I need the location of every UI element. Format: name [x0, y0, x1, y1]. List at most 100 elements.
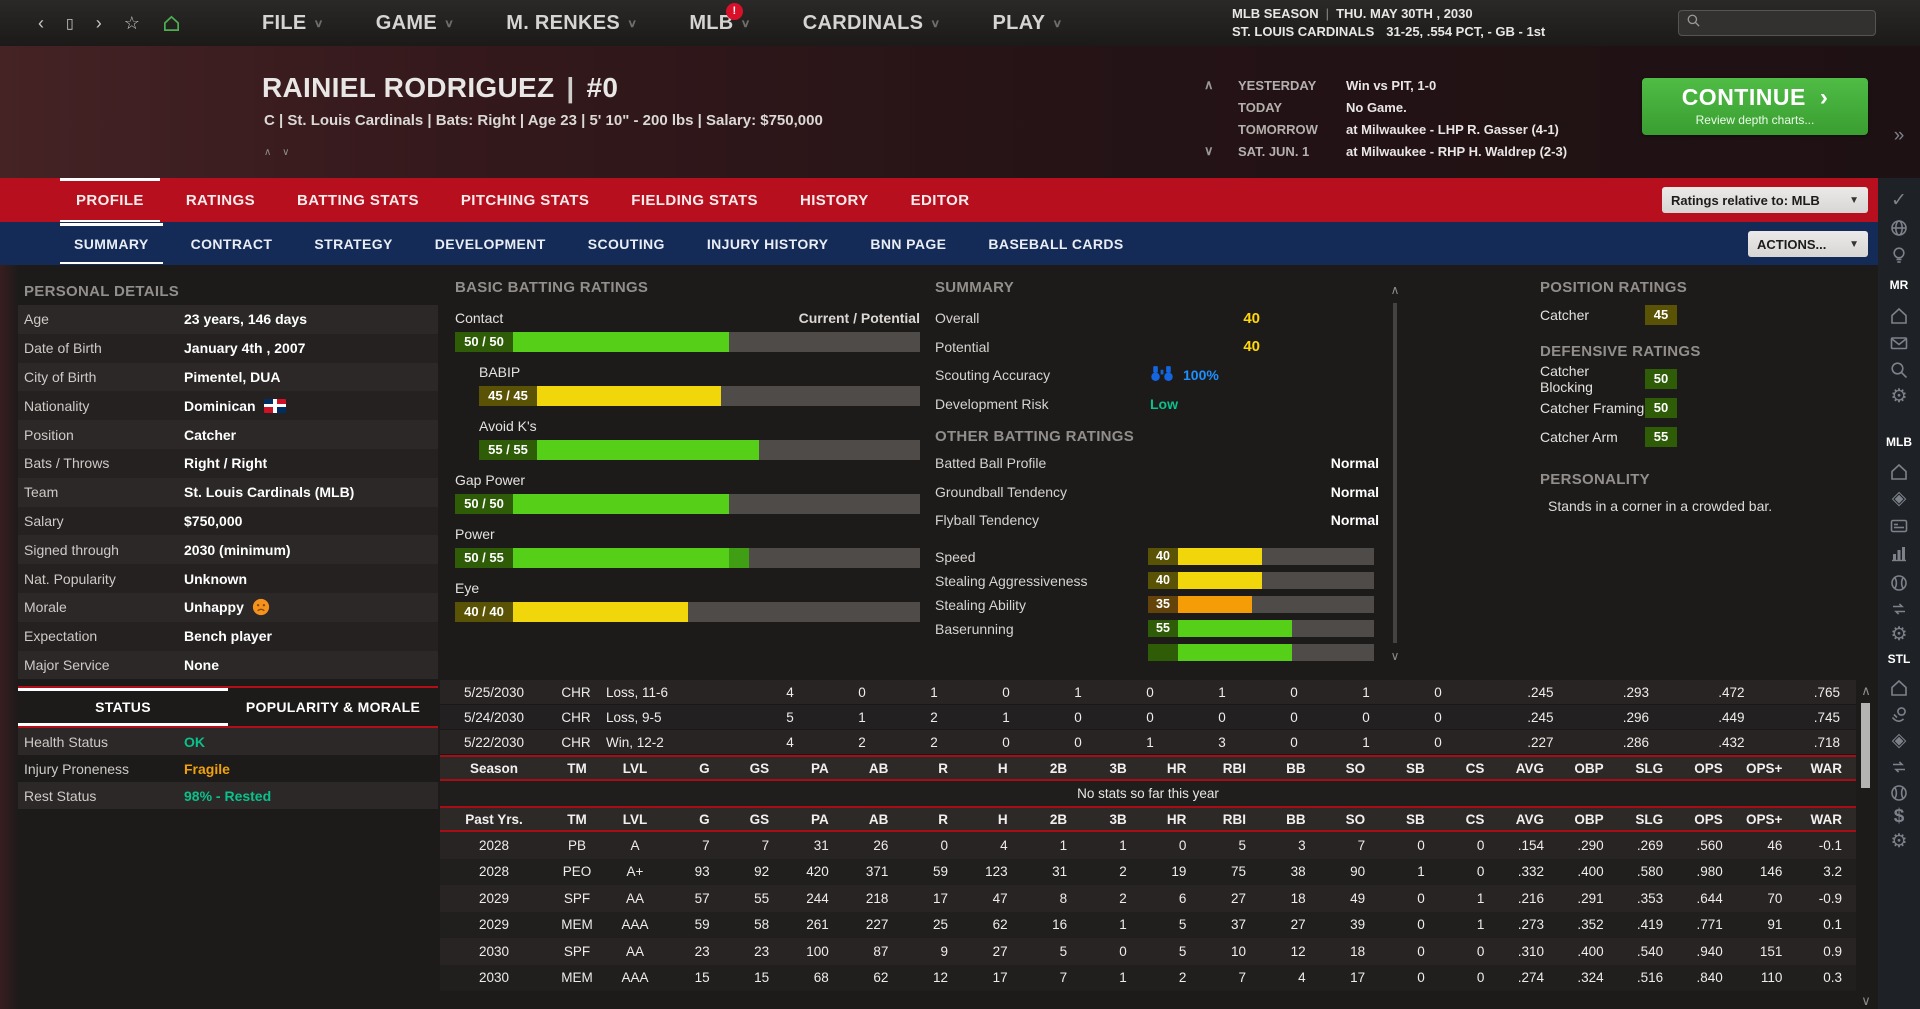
- stat-cell: 0: [1417, 943, 1425, 959]
- column-header: AB: [868, 760, 889, 776]
- subtab-injury-history[interactable]: INJURY HISTORY: [706, 236, 829, 252]
- chevron-down-icon: ∨: [740, 16, 751, 29]
- detail-value: None: [184, 656, 219, 673]
- gear-icon[interactable]: ⚙: [1890, 624, 1908, 645]
- subtab-scouting[interactable]: SCOUTING: [587, 236, 665, 252]
- scroll-up-icon[interactable]: ∧: [1861, 683, 1871, 698]
- tab-editor[interactable]: EDITOR: [910, 191, 970, 209]
- stat-cell: 2: [930, 709, 938, 725]
- gear-icon[interactable]: ⚙: [1890, 831, 1908, 852]
- field-icon[interactable]: ◈: [1891, 730, 1907, 751]
- column-header: SB: [1406, 811, 1425, 827]
- subtab-summary[interactable]: SUMMARY: [60, 223, 163, 264]
- stat-team: PEO: [562, 864, 592, 880]
- stat-cell: 100: [806, 943, 829, 959]
- scroll-up-icon[interactable]: ∧: [1390, 283, 1400, 297]
- search-icon[interactable]: [1878, 360, 1920, 380]
- lightbulb-icon[interactable]: [1878, 245, 1920, 265]
- stat-cell: 75: [1230, 864, 1246, 880]
- tab-batting-stats[interactable]: BATTING STATS: [297, 191, 419, 209]
- back-icon[interactable]: ‹: [38, 12, 44, 33]
- check-icon[interactable]: ✓: [1891, 190, 1907, 211]
- stat-cell: 0: [1476, 943, 1485, 959]
- rating-bar: 45 / 45: [479, 386, 920, 406]
- stat-cell: 68: [813, 970, 829, 986]
- window-icon[interactable]: ▯: [66, 14, 74, 31]
- panel-title: PERSONALITY: [1540, 471, 1650, 488]
- stat-cell: 31: [1052, 864, 1068, 880]
- personal-detail-row: Date of Birth January 4th , 2007: [18, 333, 438, 363]
- stats-row: 2028 PEO A+ 93 92 420 371 59 123 31 2 19 75 38 90 1 0…: [440, 858, 1856, 885]
- double-chevron-right-icon[interactable]: »: [1893, 125, 1905, 146]
- column-header: AVG: [1515, 760, 1544, 776]
- schedule-scroll-up-icon[interactable]: ∧: [1204, 77, 1214, 92]
- tab-history[interactable]: HISTORY: [799, 191, 869, 209]
- stat-cell: 92: [754, 864, 770, 880]
- overall-value: 40: [1243, 309, 1260, 327]
- scroll-down-icon[interactable]: ∨: [1390, 649, 1400, 663]
- menu-m-renkes[interactable]: M. RENKES ∨: [506, 11, 638, 34]
- stat-cell: .771: [1696, 917, 1723, 933]
- menu-mlb[interactable]: MLB ∨ !: [689, 2, 751, 35]
- baseball-icon[interactable]: [1878, 573, 1920, 593]
- tab-ratings[interactable]: RATINGS: [185, 191, 255, 209]
- subtab-baseball-cards[interactable]: BASEBALL CARDS: [988, 236, 1124, 252]
- sidebar-label-stl: STL: [1887, 652, 1911, 666]
- star-icon[interactable]: ☆: [123, 12, 140, 33]
- panel-title: DEFENSIVE RATINGS: [1540, 343, 1701, 360]
- column-header: SB: [1406, 760, 1425, 776]
- stat-cell: 1: [1002, 709, 1010, 725]
- baseball-icon[interactable]: [1878, 783, 1920, 803]
- ratings-relative-dropdown[interactable]: Ratings relative to: MLB ▼: [1662, 187, 1868, 213]
- schedule-label: YESTERDAY: [1238, 77, 1317, 93]
- schedule-scroll-down-icon[interactable]: ∨: [1204, 143, 1214, 158]
- actions-dropdown[interactable]: ACTIONS... ▼: [1748, 231, 1868, 257]
- search-input[interactable]: [1678, 10, 1876, 36]
- stat-team: MEM: [561, 917, 593, 933]
- menu-file[interactable]: FILE ∨: [262, 11, 324, 34]
- menu-game[interactable]: GAME ∨: [375, 11, 455, 34]
- subtab-contract[interactable]: CONTRACT: [190, 236, 273, 252]
- trade-icon[interactable]: [1878, 757, 1920, 777]
- position-rating-row: Catcher Framing 50: [1540, 398, 1870, 418]
- home-icon[interactable]: [1878, 678, 1920, 698]
- scroll-down-icon[interactable]: ∨: [1861, 993, 1871, 1008]
- scrollbar-thumb[interactable]: [1861, 703, 1870, 788]
- card-icon[interactable]: [1878, 516, 1920, 536]
- tab-fielding-stats[interactable]: FIELDING STATS: [631, 191, 758, 209]
- forward-icon[interactable]: ›: [95, 12, 102, 33]
- stat-cell: 17: [992, 970, 1008, 986]
- mail-icon[interactable]: [1878, 333, 1920, 353]
- scrollbar-track[interactable]: [1393, 303, 1397, 643]
- hand-ball-icon[interactable]: [1878, 705, 1920, 725]
- gear-icon[interactable]: ⚙: [1890, 386, 1908, 407]
- stat-level: A: [630, 837, 640, 853]
- stat-cell: 0: [1417, 890, 1425, 906]
- tab-profile[interactable]: PROFILE: [60, 177, 160, 223]
- home-icon[interactable]: [162, 14, 181, 33]
- game-date: 5/22/2030: [463, 734, 525, 750]
- field-icon[interactable]: ◈: [1891, 488, 1907, 509]
- chart-icon[interactable]: [1878, 543, 1920, 563]
- status-tab-popularity-morale[interactable]: POPULARITY & MORALE: [245, 699, 421, 715]
- subtab-strategy[interactable]: STRATEGY: [314, 236, 393, 252]
- subtab-bnn-page[interactable]: BNN PAGE: [870, 236, 947, 252]
- status-tab-status[interactable]: STATUS: [18, 688, 228, 726]
- trade-icon[interactable]: [1878, 599, 1920, 619]
- column-header: PA: [811, 760, 829, 776]
- subtab-development[interactable]: DEVELOPMENT: [434, 236, 546, 252]
- home-icon[interactable]: [1878, 462, 1920, 482]
- globe-icon[interactable]: [1878, 218, 1920, 238]
- stat-cell: 90: [1350, 864, 1366, 880]
- menu-cardinals[interactable]: CARDINALS ∨: [802, 11, 941, 34]
- home-icon[interactable]: [1878, 306, 1920, 326]
- tab-pitching-stats[interactable]: PITCHING STATS: [460, 191, 590, 209]
- continue-button[interactable]: CONTINUE › Review depth charts...: [1642, 78, 1868, 135]
- stat-cell: 218: [865, 890, 889, 906]
- stat-cell: 31: [813, 837, 829, 853]
- dollar-icon[interactable]: $: [1893, 806, 1905, 827]
- menu-play[interactable]: PLAY ∨: [992, 11, 1063, 34]
- menu-bar: FILE ∨ GAME ∨ M. RENKES ∨ MLB ∨ ! CARDINALS ∨…: [262, 0, 1063, 46]
- player-nav-arrows[interactable]: ∧ ∨: [264, 147, 294, 158]
- position-rating-row: Catcher 45: [1540, 305, 1870, 325]
